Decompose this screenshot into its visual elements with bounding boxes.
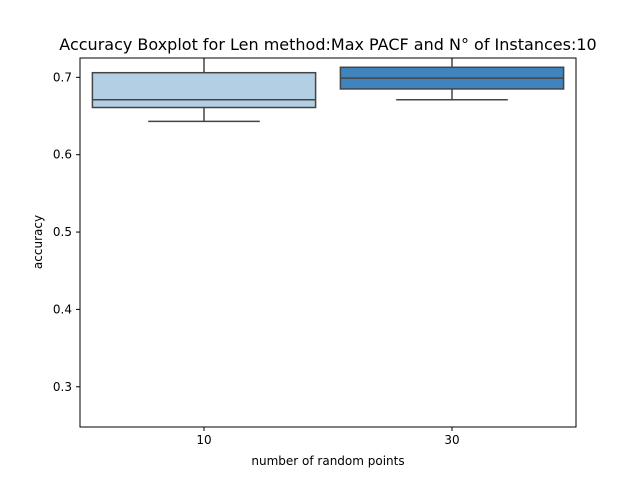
plot-area [91, 58, 565, 123]
y-tick-label: 0.7 [53, 70, 72, 84]
x-axis-label: number of random points [251, 454, 404, 468]
y-tick-label: 0.3 [53, 380, 72, 394]
x-axis: 10 30 [196, 427, 460, 447]
x-tick-label: 10 [196, 433, 211, 447]
chart-title: Accuracy Boxplot for Len method:Max PACF… [59, 35, 596, 54]
box-body [91, 71, 317, 109]
y-tick-label: 0.5 [53, 225, 72, 239]
y-tick-label: 0.4 [53, 302, 72, 316]
box-10 [91, 58, 317, 123]
y-tick-label: 0.6 [53, 148, 72, 162]
y-axis-label: accuracy [31, 215, 45, 269]
x-tick-label: 30 [444, 433, 459, 447]
plot-frame [79, 57, 577, 428]
y-axis: 0.3 0.4 0.5 0.6 0.7 [53, 70, 80, 394]
box-30 [339, 58, 565, 101]
